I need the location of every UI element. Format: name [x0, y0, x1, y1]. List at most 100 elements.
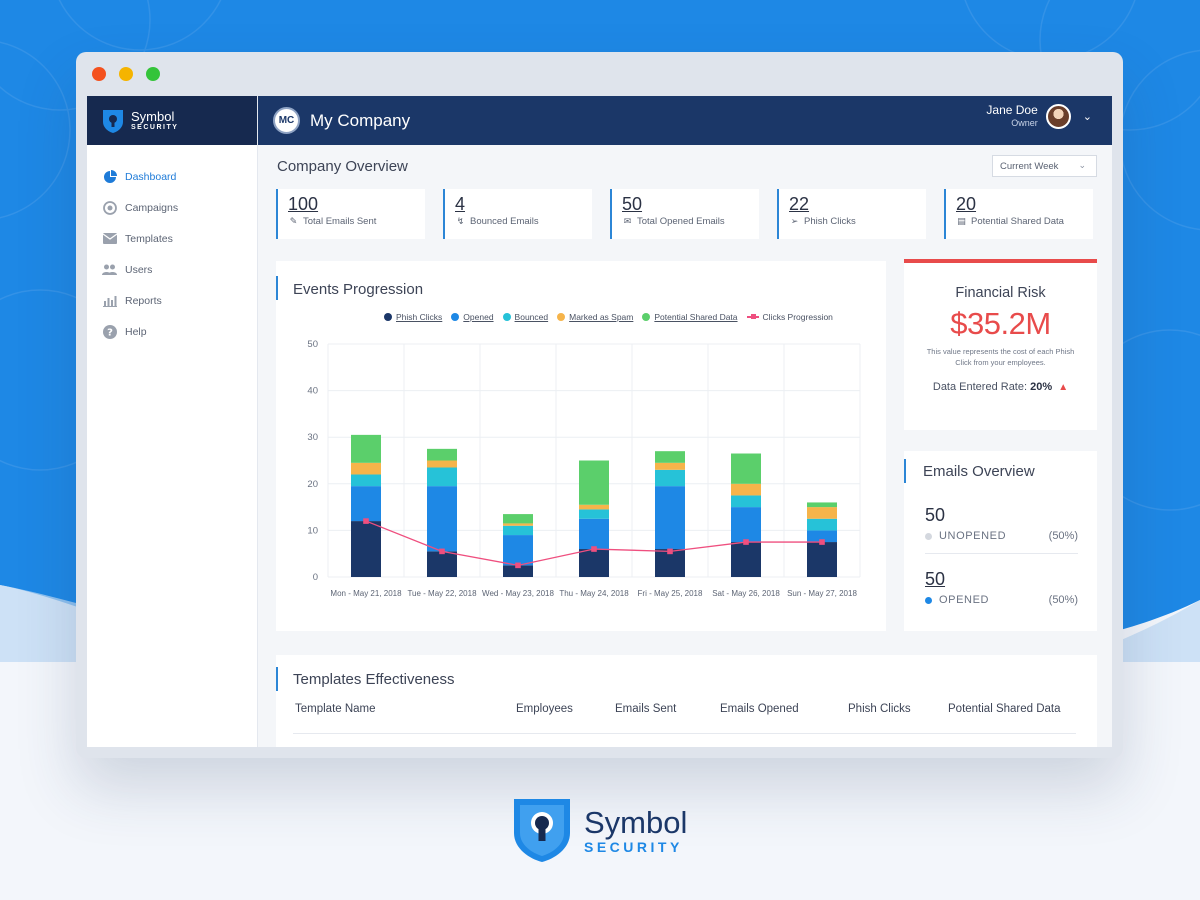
title-accent — [904, 459, 906, 483]
bar-segment — [579, 460, 609, 505]
close-window-button[interactable] — [92, 67, 106, 81]
y-tick-label: 30 — [307, 432, 318, 443]
sidebar-nav: Dashboard Campaigns Templates — [87, 145, 257, 347]
bar-segment — [351, 521, 381, 577]
clicks-progression-point — [515, 562, 521, 569]
stat-potential-shared-data[interactable]: 20 ▤ Potential Shared Data — [944, 189, 1093, 239]
legend-label: Clicks Progression — [762, 312, 833, 322]
bar-segment — [427, 551, 457, 577]
column-header-phish-clicks[interactable]: Phish Clicks — [848, 703, 911, 715]
x-tick-label: Fri - May 25, 2018 — [638, 589, 703, 598]
legend-label: Bounced — [514, 312, 549, 322]
sidebar-item-reports[interactable]: Reports — [87, 285, 257, 316]
legend-opened[interactable]: Opened — [451, 312, 494, 322]
legend-potential-shared-data[interactable]: Potential Shared Data — [642, 312, 738, 322]
bar-segment — [731, 507, 761, 543]
legend-swatch — [451, 313, 460, 321]
page-title: Company Overview — [277, 158, 408, 175]
cursor-click-icon: ➢ — [790, 215, 799, 226]
emails-opened-row[interactable]: 50 OPENED (50%) — [925, 569, 1078, 606]
maximize-window-button[interactable] — [146, 67, 160, 81]
envelope-icon — [102, 231, 117, 246]
bar-segment — [807, 518, 837, 531]
bar-segment — [351, 474, 381, 487]
x-tick-label: Sun - May 27, 2018 — [787, 589, 857, 598]
stat-bounced-emails[interactable]: 4 ↯ Bounced Emails — [443, 189, 592, 239]
period-select-value: Current Week — [1000, 160, 1059, 172]
column-header-potential-shared-data[interactable]: Potential Shared Data — [948, 703, 1061, 715]
sidebar-item-dashboard[interactable]: Dashboard — [87, 161, 257, 192]
sidebar-item-campaigns[interactable]: Campaigns — [87, 192, 257, 223]
shield-logo-icon — [103, 109, 123, 133]
user-name: Jane Doe — [986, 103, 1038, 118]
clicks-progression-point — [667, 548, 673, 555]
pie-chart-icon — [102, 169, 117, 184]
sidebar-item-label: Help — [125, 325, 147, 338]
bar-segment — [503, 525, 533, 536]
card-title: Financial Risk — [955, 285, 1046, 301]
sidebar: Symbol SECURITY Dashboard Campaigns — [87, 96, 258, 747]
table-header-divider — [293, 733, 1076, 734]
financial-risk-card: Financial Risk $35.2M This value represe… — [904, 259, 1097, 430]
bar-segment — [655, 451, 685, 463]
bar-segment — [579, 509, 609, 519]
stat-value: 20 — [956, 194, 977, 214]
bar-segment — [807, 530, 837, 543]
legend-marked-as-spam[interactable]: Marked as Spam — [557, 312, 633, 322]
sidebar-item-label: Templates — [125, 232, 173, 245]
avatar[interactable] — [1045, 104, 1071, 129]
company-avatar[interactable]: MC — [273, 107, 300, 134]
card-title: Templates Effectiveness — [293, 671, 455, 688]
templates-effectiveness-card: Templates Effectiveness Template Name Em… — [276, 655, 1097, 747]
column-header-template-name[interactable]: Template Name — [295, 703, 376, 715]
legend-phish-clicks[interactable]: Phish Clicks — [384, 312, 442, 322]
browser-window: Symbol SECURITY Dashboard Campaigns — [76, 52, 1123, 758]
stat-value: 50 — [622, 194, 643, 214]
user-menu[interactable]: Jane Doe Owner ⌄ — [986, 104, 1092, 129]
rate-label: Data Entered Rate: — [932, 380, 1028, 393]
column-header-employees[interactable]: Employees — [516, 703, 573, 715]
emails-overview-card: Emails Overview 50 UNOPENED (50%) 50 OPEN… — [904, 451, 1097, 631]
clicks-progression-point — [743, 539, 749, 545]
legend-label: Opened — [463, 312, 494, 322]
stat-total-emails-sent[interactable]: 100 ✎ Total Emails Sent — [276, 189, 425, 239]
clicks-progression-point — [439, 548, 445, 555]
data-entered-rate: Data Entered Rate: 20% ▲ — [904, 381, 1097, 393]
stat-total-opened-emails[interactable]: 50 ✉ Total Opened Emails — [610, 189, 759, 239]
period-select[interactable]: Current Week ⌄ — [992, 155, 1097, 177]
footer-brand-subtitle: SECURITY — [584, 838, 683, 855]
y-tick-label: 0 — [313, 572, 318, 583]
bar-segment — [427, 448, 457, 461]
legend-bounced[interactable]: Bounced — [502, 312, 549, 322]
minimize-window-button[interactable] — [119, 67, 133, 81]
legend-label: Potential Shared Data — [654, 312, 738, 322]
bar-segment — [351, 462, 381, 475]
document-icon: ▤ — [957, 215, 966, 226]
bar-segment — [807, 542, 837, 577]
sidebar-item-label: Reports — [125, 294, 162, 307]
emails-opened-value: 50 — [925, 569, 946, 589]
clicks-progression-point — [363, 518, 369, 524]
target-icon — [102, 200, 117, 215]
help-icon: ? — [102, 324, 117, 339]
stat-phish-clicks[interactable]: 22 ➢ Phish Clicks — [777, 189, 926, 239]
column-header-emails-sent[interactable]: Emails Sent — [615, 703, 677, 715]
legend-label: Marked as Spam — [569, 312, 634, 322]
stat-label: Phish Clicks — [804, 215, 856, 227]
chevron-down-icon[interactable]: ⌄ — [1082, 111, 1092, 123]
bar-segment — [503, 514, 533, 524]
emails-unopened-row[interactable]: 50 UNOPENED (50%) — [925, 505, 1078, 542]
bar-segment — [731, 453, 761, 484]
x-tick-label: Wed - May 23, 2018 — [482, 589, 554, 598]
title-accent — [276, 276, 278, 300]
brand-logo[interactable]: Symbol SECURITY — [87, 96, 257, 145]
status-dot — [925, 596, 932, 604]
legend-clicks-progression[interactable]: Clicks Progression — [746, 312, 833, 322]
top-bar: MC My Company Jane Doe Owner ⌄ — [258, 96, 1112, 145]
sidebar-item-help[interactable]: ? Help — [87, 316, 257, 347]
legend-label: Phish Clicks — [396, 312, 443, 322]
sidebar-item-templates[interactable]: Templates — [87, 223, 257, 254]
sidebar-item-users[interactable]: Users — [87, 254, 257, 285]
bar-segment — [351, 486, 381, 522]
column-header-emails-opened[interactable]: Emails Opened — [720, 703, 799, 715]
